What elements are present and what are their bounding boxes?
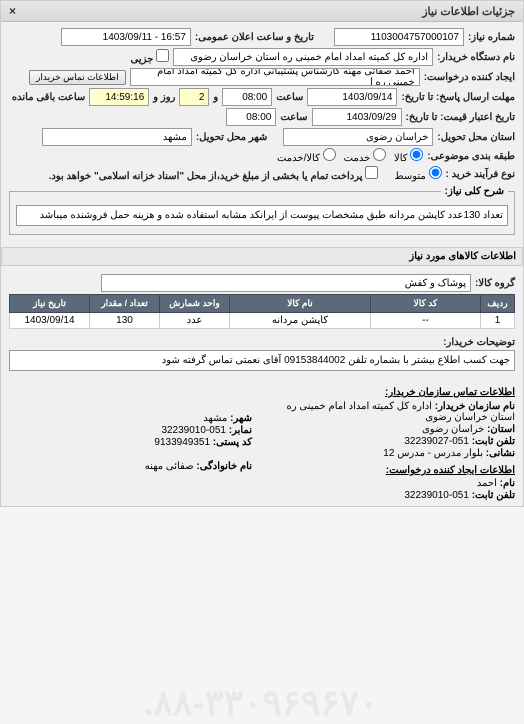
announce-field: 16:57 - 1403/09/11 bbox=[61, 28, 191, 46]
announce-label: تاریخ و ساعت اعلان عمومی: bbox=[195, 32, 314, 43]
package-label: طبقه بندی موضوعی: bbox=[427, 151, 515, 162]
col-unit: واحد شمارش bbox=[160, 295, 230, 313]
cell-code: -- bbox=[371, 313, 481, 329]
cphone-value: 051-32239027 bbox=[404, 436, 469, 447]
cell-qty: 130 bbox=[90, 313, 160, 329]
col-date: تاریخ نیاز bbox=[10, 295, 90, 313]
buy-avg-option[interactable]: متوسط bbox=[394, 166, 441, 182]
buyer-org-label: نام دستگاه خریدار: bbox=[437, 52, 515, 63]
contact-title: اطلاعات تماس سازمان خریدار: bbox=[9, 387, 515, 398]
pkg-kala-option[interactable]: کالا bbox=[394, 148, 423, 164]
requester-label: ایجاد کننده درخواست: bbox=[424, 72, 515, 83]
time-remain-field: 14:59:16 bbox=[89, 88, 149, 106]
goods-group-label: گروه کالا: bbox=[475, 278, 515, 289]
addr-label: نشانی: bbox=[486, 448, 515, 459]
notes-section: توضیحات خریدار: جهت کسب اطلاع بیشتر با ب… bbox=[1, 333, 523, 377]
pkg-both-option[interactable]: کالا/خدمت bbox=[277, 148, 336, 164]
remain-unit-label: ساعت باقی مانده bbox=[12, 92, 85, 103]
partial-checkbox[interactable] bbox=[156, 49, 169, 62]
deadline-time-field: 08:00 bbox=[222, 88, 272, 106]
rphone-label: تلفن ثابت: bbox=[472, 490, 515, 501]
cell-row: 1 bbox=[481, 313, 515, 329]
goods-table-header-row: ردیف کد کالا نام کالا واحد شمارش تعداد /… bbox=[10, 295, 515, 313]
col-row: ردیف bbox=[481, 295, 515, 313]
goods-section: گروه کالا: پوشاک و کفش ردیف کد کالا نام … bbox=[1, 268, 523, 333]
deadline-date-field: 1403/09/14 bbox=[307, 88, 397, 106]
contact-section: اطلاعات تماس سازمان خریدار: نام سازمان خ… bbox=[1, 377, 523, 506]
table-row[interactable]: 1 -- کاپشن مردانه عدد 130 1403/09/14 bbox=[10, 313, 515, 329]
and-label: و bbox=[213, 92, 218, 103]
summary-text: تعداد 130عدد کاپشن مردانه طبق مشخصات پیو… bbox=[16, 205, 508, 226]
pay-note-checkbox[interactable] bbox=[365, 166, 378, 179]
fax-value: 051-32239010 bbox=[161, 425, 226, 436]
province-field: خراسان رضوی bbox=[283, 128, 433, 146]
col-qty: تعداد / مقدار bbox=[90, 295, 160, 313]
details-panel: جزئیات اطلاعات نیاز × شماره نیاز: 110300… bbox=[0, 0, 524, 507]
req-title: اطلاعات ایجاد کننده درخواست: bbox=[272, 465, 515, 476]
cprov-value: خراسان رضوی bbox=[422, 424, 484, 435]
org-label: نام سازمان خریدار: bbox=[435, 401, 515, 412]
buy-avg-radio[interactable] bbox=[429, 166, 442, 179]
summary-fieldset: شرح کلی نیاز: تعداد 130عدد کاپشن مردانه … bbox=[9, 186, 515, 235]
notes-label: توضیحات خریدار: bbox=[443, 337, 515, 348]
addr-value: بلوار مدرس - مدرس 12 bbox=[383, 448, 483, 459]
need-number-field: 1103004757000107 bbox=[334, 28, 464, 46]
buy-type-radio-group: متوسط bbox=[394, 166, 441, 182]
goods-group-field: پوشاک و کفش bbox=[101, 274, 471, 292]
goods-table: ردیف کد کالا نام کالا واحد شمارش تعداد /… bbox=[9, 294, 515, 329]
ccity-label: شهر: bbox=[230, 413, 252, 424]
contact-col-right: نام سازمان خریدار: اداره کل کمیته امداد … bbox=[272, 400, 515, 502]
cell-date: 1403/09/14 bbox=[10, 313, 90, 329]
cell-unit: عدد bbox=[160, 313, 230, 329]
close-icon[interactable]: × bbox=[9, 4, 16, 18]
buyer-contact-button[interactable]: اطلاعات تماس خریدار bbox=[29, 70, 126, 85]
city-label: شهر محل تحویل: bbox=[196, 132, 268, 143]
ccity-value: مشهد bbox=[203, 413, 227, 424]
pay-note-checkbox-wrap: پرداخت تمام یا بخشی از مبلغ خرید،از محل … bbox=[49, 166, 379, 182]
buyer-org-field: اداره کل کمیته امداد امام خمینی ره استان… bbox=[173, 48, 433, 66]
need-number-label: شماره نیاز: bbox=[468, 32, 515, 43]
col-name: نام کالا bbox=[230, 295, 371, 313]
fax-label: نمابر: bbox=[229, 425, 252, 436]
validity-time-field: 08:00 bbox=[226, 108, 276, 126]
cprov-label: استان: bbox=[487, 424, 515, 435]
days-unit-label: روز و bbox=[153, 92, 175, 103]
panel-title: جزئیات اطلاعات نیاز bbox=[422, 5, 515, 18]
deadline-time-label: ساعت bbox=[276, 92, 303, 103]
fname-label: نام: bbox=[500, 478, 515, 489]
deadline-label: مهلت ارسال پاسخ: تا تاریخ: bbox=[401, 92, 515, 103]
summary-label: شرح کلی نیاز: bbox=[441, 186, 508, 197]
buy-type-label: نوع فرآیند خرید : bbox=[446, 169, 515, 180]
pkg-both-radio[interactable] bbox=[323, 148, 336, 161]
package-radio-group: کالا خدمت کالا/خدمت bbox=[277, 148, 423, 164]
province-label: استان محل تحویل: bbox=[437, 132, 515, 143]
panel-header: جزئیات اطلاعات نیاز × bbox=[1, 1, 523, 22]
cphone-label: تلفن ثابت: bbox=[472, 436, 515, 447]
lname-label: نام خانوادگی: bbox=[196, 461, 252, 472]
rphone-value: 051-32239010 bbox=[404, 490, 469, 501]
pkg-service-radio[interactable] bbox=[373, 148, 386, 161]
lname-value: صفائی مهنه bbox=[145, 461, 194, 472]
cell-name: کاپشن مردانه bbox=[230, 313, 371, 329]
pkg-kala-radio[interactable] bbox=[410, 148, 423, 161]
watermark: ۸۸-۳۳۰۹۶۹۶۷۰. bbox=[144, 682, 379, 724]
validity-label: تاریخ اعتبار قیمت: تا تاریخ: bbox=[406, 112, 515, 123]
pkg-service-option[interactable]: خدمت bbox=[344, 148, 386, 164]
days-remain-field: 2 bbox=[179, 88, 209, 106]
validity-date-field: 1403/09/29 bbox=[312, 108, 402, 126]
post-label: کد پستی: bbox=[213, 437, 252, 448]
goods-section-title: اطلاعات کالاهای مورد نیاز bbox=[1, 247, 523, 266]
col-code: کد کالا bbox=[371, 295, 481, 313]
requester-field: احمد صفائی مهنه کارشناس پشتیبانی اداره ک… bbox=[130, 68, 420, 86]
partial-checkbox-label: جزیی bbox=[130, 49, 169, 65]
city-field: مشهد bbox=[42, 128, 192, 146]
contact-col-left: شهر: مشهد نمابر: 051-32239010 کد پستی: 9… bbox=[9, 400, 252, 502]
notes-text: جهت کسب اطلاع بیشتر با بشماره تلفن 09153… bbox=[9, 350, 515, 371]
need-info-section: شماره نیاز: 1103004757000107 تاریخ و ساع… bbox=[1, 22, 523, 243]
post-value: 9133949351 bbox=[154, 437, 210, 448]
validity-time-label: ساعت bbox=[280, 112, 307, 123]
fname-value: احمد bbox=[477, 478, 497, 489]
